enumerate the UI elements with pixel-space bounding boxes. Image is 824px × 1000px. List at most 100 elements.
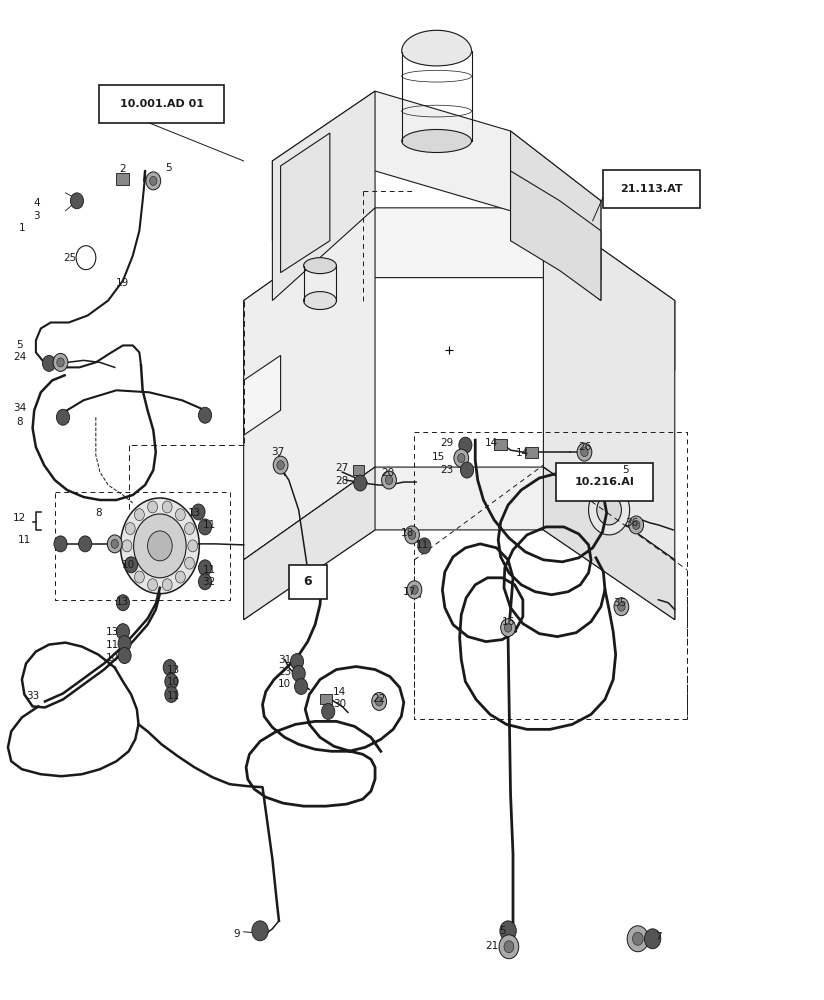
Text: 8: 8: [95, 508, 101, 518]
Circle shape: [500, 921, 517, 941]
Circle shape: [619, 467, 632, 483]
Circle shape: [185, 557, 194, 569]
Text: 11: 11: [203, 565, 216, 575]
Circle shape: [125, 557, 135, 569]
Text: 23: 23: [278, 667, 292, 677]
Circle shape: [199, 574, 212, 590]
Bar: [525, 447, 537, 458]
Text: 13: 13: [105, 627, 119, 637]
Text: 10: 10: [167, 677, 180, 687]
Circle shape: [192, 504, 205, 520]
Circle shape: [147, 579, 157, 591]
Circle shape: [504, 941, 514, 953]
Text: 11: 11: [203, 520, 216, 530]
Circle shape: [56, 409, 69, 425]
Text: 10: 10: [105, 653, 119, 663]
Text: 10: 10: [122, 560, 135, 570]
Text: 4: 4: [34, 198, 40, 208]
Circle shape: [199, 407, 212, 423]
Circle shape: [501, 619, 516, 637]
Text: 28: 28: [335, 476, 349, 486]
Text: 3: 3: [34, 211, 40, 221]
FancyBboxPatch shape: [555, 463, 653, 501]
Circle shape: [629, 516, 644, 534]
Circle shape: [125, 523, 135, 535]
Circle shape: [614, 598, 629, 616]
Polygon shape: [543, 467, 675, 620]
Circle shape: [176, 571, 185, 583]
Circle shape: [459, 437, 472, 453]
Text: 12: 12: [13, 513, 26, 523]
Text: 20: 20: [381, 468, 394, 478]
Circle shape: [120, 498, 199, 594]
Polygon shape: [511, 171, 601, 301]
Text: 9: 9: [234, 929, 241, 939]
Text: 1: 1: [19, 223, 26, 233]
Text: 31: 31: [278, 655, 292, 665]
FancyBboxPatch shape: [603, 170, 700, 208]
Ellipse shape: [402, 37, 471, 66]
Text: 14: 14: [517, 448, 530, 458]
Text: 10.001.AD 01: 10.001.AD 01: [119, 99, 204, 109]
Text: 32: 32: [203, 577, 216, 587]
Circle shape: [618, 602, 625, 611]
Text: 34: 34: [13, 403, 26, 413]
Polygon shape: [511, 131, 601, 301]
Bar: [494, 439, 508, 450]
Text: 24: 24: [13, 352, 26, 362]
Circle shape: [454, 449, 469, 467]
Circle shape: [376, 697, 383, 706]
Text: 13: 13: [116, 597, 129, 607]
Polygon shape: [244, 467, 675, 620]
Circle shape: [382, 471, 396, 489]
Circle shape: [277, 461, 284, 470]
Text: 13: 13: [167, 665, 180, 675]
Circle shape: [290, 654, 303, 670]
Circle shape: [386, 476, 393, 485]
Text: 29: 29: [441, 438, 454, 448]
Circle shape: [111, 539, 119, 548]
Circle shape: [633, 520, 640, 529]
Text: 27: 27: [335, 463, 349, 473]
Circle shape: [118, 648, 131, 664]
Circle shape: [294, 679, 307, 694]
Circle shape: [147, 531, 172, 561]
Circle shape: [146, 172, 161, 190]
Text: 11: 11: [167, 691, 180, 701]
Text: 30: 30: [333, 699, 346, 709]
Text: 14: 14: [333, 687, 346, 697]
Circle shape: [134, 571, 144, 583]
Circle shape: [504, 623, 512, 632]
Circle shape: [43, 355, 55, 371]
Circle shape: [372, 692, 386, 710]
Circle shape: [252, 921, 269, 941]
Circle shape: [199, 560, 212, 576]
Text: 21: 21: [485, 941, 499, 951]
FancyBboxPatch shape: [99, 85, 224, 123]
Bar: [116, 173, 129, 185]
Text: 11: 11: [105, 640, 119, 650]
Circle shape: [134, 509, 144, 521]
Circle shape: [116, 624, 129, 640]
Ellipse shape: [303, 258, 336, 274]
Circle shape: [409, 530, 415, 539]
Circle shape: [162, 501, 172, 513]
Text: 5: 5: [16, 340, 23, 350]
Text: 16: 16: [502, 617, 515, 627]
Circle shape: [53, 353, 68, 371]
Text: 25: 25: [63, 253, 76, 263]
Circle shape: [116, 595, 129, 611]
Text: 8: 8: [16, 417, 23, 427]
Circle shape: [457, 454, 465, 463]
Text: 18: 18: [401, 528, 414, 538]
Ellipse shape: [402, 129, 471, 153]
Text: 21.113.AT: 21.113.AT: [620, 184, 683, 194]
Text: 23: 23: [441, 465, 454, 475]
Circle shape: [165, 686, 178, 702]
Circle shape: [597, 495, 621, 525]
Polygon shape: [543, 208, 675, 560]
Circle shape: [407, 581, 422, 599]
Circle shape: [499, 935, 519, 959]
Circle shape: [57, 358, 64, 367]
Text: 11: 11: [416, 540, 429, 550]
